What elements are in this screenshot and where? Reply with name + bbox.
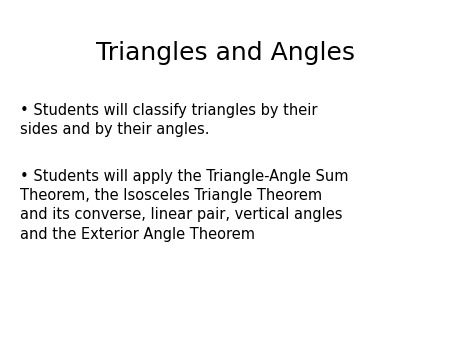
Text: • Students will apply the Triangle-Angle Sum
Theorem, the Isosceles Triangle The: • Students will apply the Triangle-Angle… <box>20 169 349 242</box>
Text: Triangles and Angles: Triangles and Angles <box>95 41 355 65</box>
Text: • Students will classify triangles by their
sides and by their angles.: • Students will classify triangles by th… <box>20 103 318 137</box>
